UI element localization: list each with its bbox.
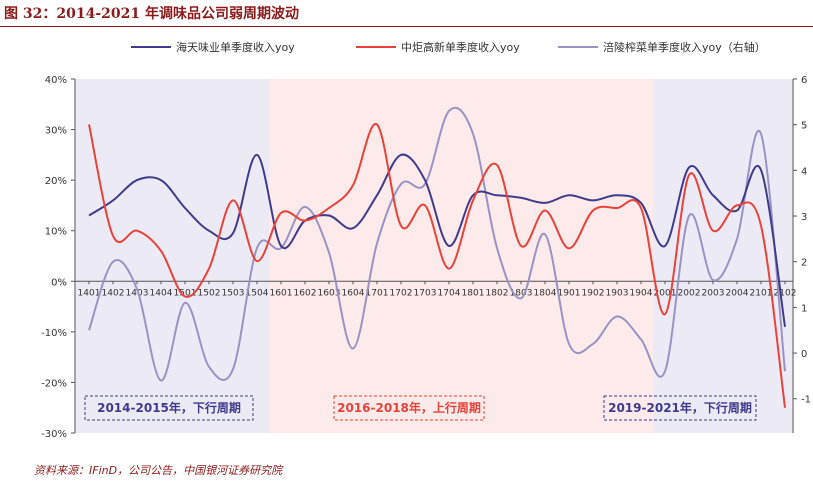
x-tick-label: 1902 [582,288,605,298]
x-tick-label: 1603 [318,288,341,298]
right-tick-label: 6 [801,75,807,86]
band-labels-layer: 2014-2015年，下行周期 2016-2018年，上行周期 2019-2021年… [84,395,757,421]
x-tick-label: 1904 [630,288,653,298]
left-tick-label: 10% [45,227,67,238]
left-tick-label: 0% [51,277,67,288]
bands-layer [75,79,793,433]
band-label-text: 2019-2021年，下行周期 [608,400,752,415]
x-tick-label: 1503 [222,288,245,298]
x-tick-label: 1703 [414,288,437,298]
series-line-1 [88,123,786,408]
right-tick-label: -1 [801,395,811,406]
band-label-box [84,395,254,421]
legend-label: 中炬高新单季度收入yoy [401,40,520,54]
right-tick-label: 1 [801,303,807,314]
band-down-0 [75,79,269,433]
band-down-2 [653,79,793,433]
x-tick-label: 1604 [342,288,365,298]
source-note: 资料来源：IFinD，公司公告，中国银河证券研究院 [34,464,283,477]
series-line-0 [88,153,786,327]
x-tick-label: 2002 [678,288,701,298]
left-tick-label: -30% [41,429,67,440]
left-tick-label: 40% [45,75,67,86]
right-tick-label: 3 [801,212,807,223]
right-tick-label: 5 [801,121,807,132]
band-label-text: 2016-2018年，上行周期 [337,400,481,415]
x-tick-label: 2101 [750,288,773,298]
band-label-box [333,395,485,421]
series-line-2 [88,106,786,382]
x-tick-label: 1704 [438,288,461,298]
x-tick-label: 1802 [486,288,509,298]
x-tick-label: 1504 [246,288,269,298]
x-tick-label: 1804 [534,288,557,298]
title-divider [0,26,813,27]
x-tick-label: 1801 [462,288,485,298]
left-tick-label: 20% [45,176,67,187]
x-tick-label: 1501 [174,288,197,298]
x-tick-label: 1803 [510,288,533,298]
right-tick-label: 4 [801,166,807,177]
x-tick-label: 1404 [150,288,173,298]
x-tick-label: 1903 [606,288,629,298]
x-tick-label: 1502 [198,288,221,298]
x-tick-label: 2004 [726,288,749,298]
x-tick-label: 1601 [270,288,293,298]
x-tick-label: 2003 [702,288,725,298]
chart-title: 图 32：2014-2021 年调味品公司弱周期波动 [4,6,299,22]
legend-label: 涪陵榨菜单季度收入yoy（右轴） [603,40,766,54]
x-tick-label: 1901 [558,288,581,298]
x-tick-label: 1402 [102,288,125,298]
left-tick-label: -10% [41,328,67,339]
x-tick-label: 1702 [390,288,413,298]
right-tick-label: 0 [801,349,807,360]
left-tick-label: 30% [45,126,67,137]
x-tick-label: 2102 [774,288,797,298]
band-label-box [603,395,757,421]
legend-label: 海天味业单季度收入yoy [176,40,295,54]
series-layer [88,106,786,408]
x-tick-label: 1701 [366,288,389,298]
x-tick-label: 1403 [126,288,149,298]
left-tick-label: -20% [41,378,67,389]
x-tick-label: 2001 [654,288,677,298]
x-tick-label: 1602 [294,288,317,298]
legend: 海天味业单季度收入yoy 中炬高新单季度收入yoy 涪陵榨菜单季度收入yoy（右轴） [131,40,766,54]
band-label-text: 2014-2015年，下行周期 [97,400,241,415]
right-tick-label: 2 [801,258,807,269]
x-tick-label: 1401 [78,288,101,298]
band-up-1 [269,79,653,433]
